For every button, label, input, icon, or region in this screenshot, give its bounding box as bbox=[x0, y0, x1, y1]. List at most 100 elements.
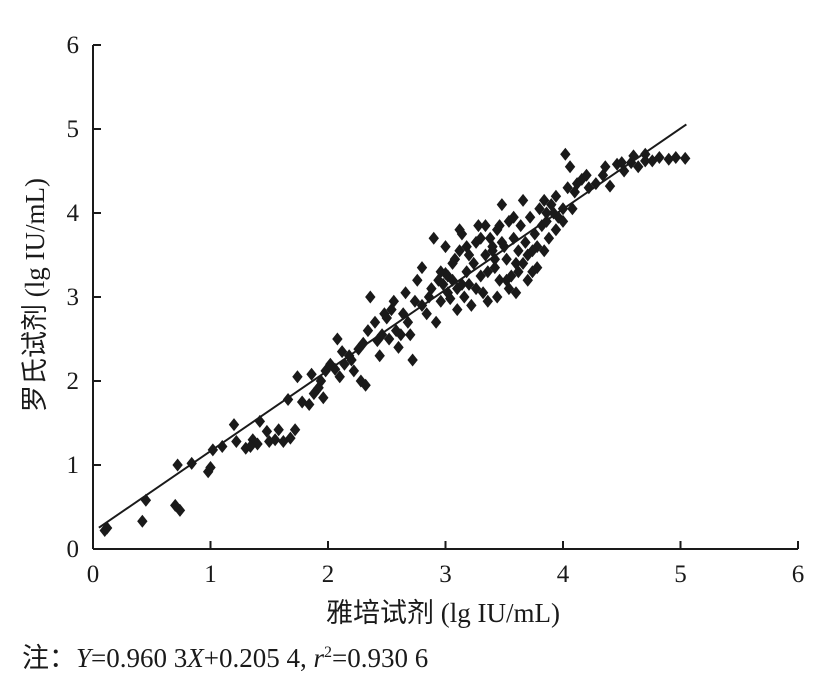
data-point bbox=[604, 179, 616, 193]
data-point bbox=[308, 387, 320, 401]
data-point bbox=[496, 198, 508, 212]
data-point bbox=[245, 440, 256, 454]
data-point bbox=[442, 269, 454, 283]
data-point bbox=[492, 290, 503, 304]
data-point bbox=[560, 147, 571, 161]
data-point bbox=[597, 168, 609, 182]
data-point bbox=[517, 193, 529, 207]
data-point bbox=[487, 240, 498, 254]
data-point bbox=[539, 193, 550, 207]
data-point bbox=[402, 315, 414, 329]
data-point bbox=[470, 282, 482, 296]
y-tick-label: 5 bbox=[67, 116, 80, 143]
x-tick-label: 0 bbox=[87, 561, 100, 588]
data-point bbox=[412, 273, 423, 287]
data-point bbox=[524, 210, 536, 224]
data-point bbox=[517, 256, 529, 270]
note-eq-end: +0.205 4, bbox=[203, 643, 314, 673]
note-x-var: X bbox=[187, 643, 204, 673]
data-point bbox=[395, 328, 407, 342]
data-point bbox=[454, 223, 465, 237]
data-point bbox=[503, 282, 515, 296]
equation-note: 注：Y=0.960 3X+0.205 4, r2=0.930 6 bbox=[22, 636, 428, 675]
data-point bbox=[172, 458, 183, 472]
data-point bbox=[369, 315, 381, 329]
data-point bbox=[590, 177, 602, 191]
y-tick-label: 3 bbox=[67, 284, 80, 311]
data-point bbox=[510, 286, 522, 300]
x-tick-label: 6 bbox=[792, 561, 805, 588]
data-point bbox=[435, 265, 446, 279]
data-point bbox=[137, 514, 148, 528]
data-point bbox=[513, 244, 524, 258]
data-point bbox=[663, 152, 674, 166]
note-r-sup: 2 bbox=[324, 644, 333, 661]
data-point bbox=[468, 256, 479, 270]
data-point bbox=[405, 328, 416, 342]
y-tick-label: 2 bbox=[67, 368, 80, 395]
data-point bbox=[388, 294, 399, 308]
data-point bbox=[531, 261, 543, 275]
data-point bbox=[264, 434, 275, 448]
data-point bbox=[494, 273, 505, 287]
x-axis-title: 雅培试剂 (lg IU/mL) bbox=[326, 598, 560, 628]
data-point bbox=[480, 219, 491, 233]
data-point bbox=[228, 418, 240, 432]
data-point bbox=[508, 210, 519, 224]
x-tick-label: 4 bbox=[557, 561, 570, 588]
data-point bbox=[261, 424, 273, 438]
data-point bbox=[473, 219, 484, 233]
data-point bbox=[348, 364, 360, 378]
data-point bbox=[567, 202, 578, 216]
data-point bbox=[289, 423, 301, 437]
data-point bbox=[273, 423, 284, 437]
data-point bbox=[334, 370, 345, 384]
data-point bbox=[562, 181, 573, 195]
x-tick-label: 5 bbox=[674, 561, 687, 588]
data-point bbox=[466, 298, 477, 312]
data-point bbox=[379, 307, 390, 321]
y-tick-labels: 0 1 2 3 4 5 6 bbox=[67, 32, 80, 563]
data-point bbox=[205, 461, 216, 475]
data-point bbox=[496, 235, 508, 249]
data-point bbox=[520, 235, 531, 249]
data-point bbox=[581, 168, 592, 182]
data-point bbox=[416, 261, 428, 275]
y-tick-label: 0 bbox=[67, 536, 80, 563]
data-point bbox=[332, 332, 343, 346]
data-point bbox=[583, 181, 595, 195]
x-tick-label: 1 bbox=[204, 561, 217, 588]
data-point bbox=[400, 286, 411, 300]
data-point bbox=[522, 273, 533, 287]
data-point bbox=[374, 349, 385, 363]
fit-line bbox=[98, 123, 687, 529]
data-point bbox=[358, 336, 369, 350]
data-point bbox=[529, 227, 540, 241]
data-point bbox=[482, 265, 493, 279]
data-point bbox=[501, 252, 512, 266]
data-point bbox=[489, 261, 501, 275]
x-tick-label: 3 bbox=[439, 561, 452, 588]
y-axis-title: 罗氏试剂 (lg IU/mL) bbox=[20, 178, 50, 412]
data-point bbox=[452, 303, 463, 317]
data-point bbox=[576, 172, 587, 186]
data-point bbox=[515, 219, 526, 233]
data-point bbox=[447, 256, 458, 270]
data-point bbox=[174, 503, 186, 517]
data-point bbox=[292, 370, 303, 384]
data-point bbox=[475, 231, 486, 245]
data-point bbox=[550, 223, 562, 237]
data-point bbox=[463, 277, 475, 291]
data-point bbox=[445, 292, 456, 306]
data-point bbox=[428, 231, 439, 245]
data-point bbox=[409, 294, 421, 308]
x-tick-labels: 0 1 2 3 4 5 6 bbox=[87, 561, 805, 588]
data-point bbox=[383, 332, 395, 346]
points-layer bbox=[99, 147, 691, 538]
data-point bbox=[647, 154, 658, 168]
data-point bbox=[329, 362, 341, 376]
data-point bbox=[318, 391, 329, 405]
x-tick-label: 2 bbox=[322, 561, 335, 588]
data-point bbox=[336, 345, 348, 359]
data-point bbox=[454, 244, 465, 258]
